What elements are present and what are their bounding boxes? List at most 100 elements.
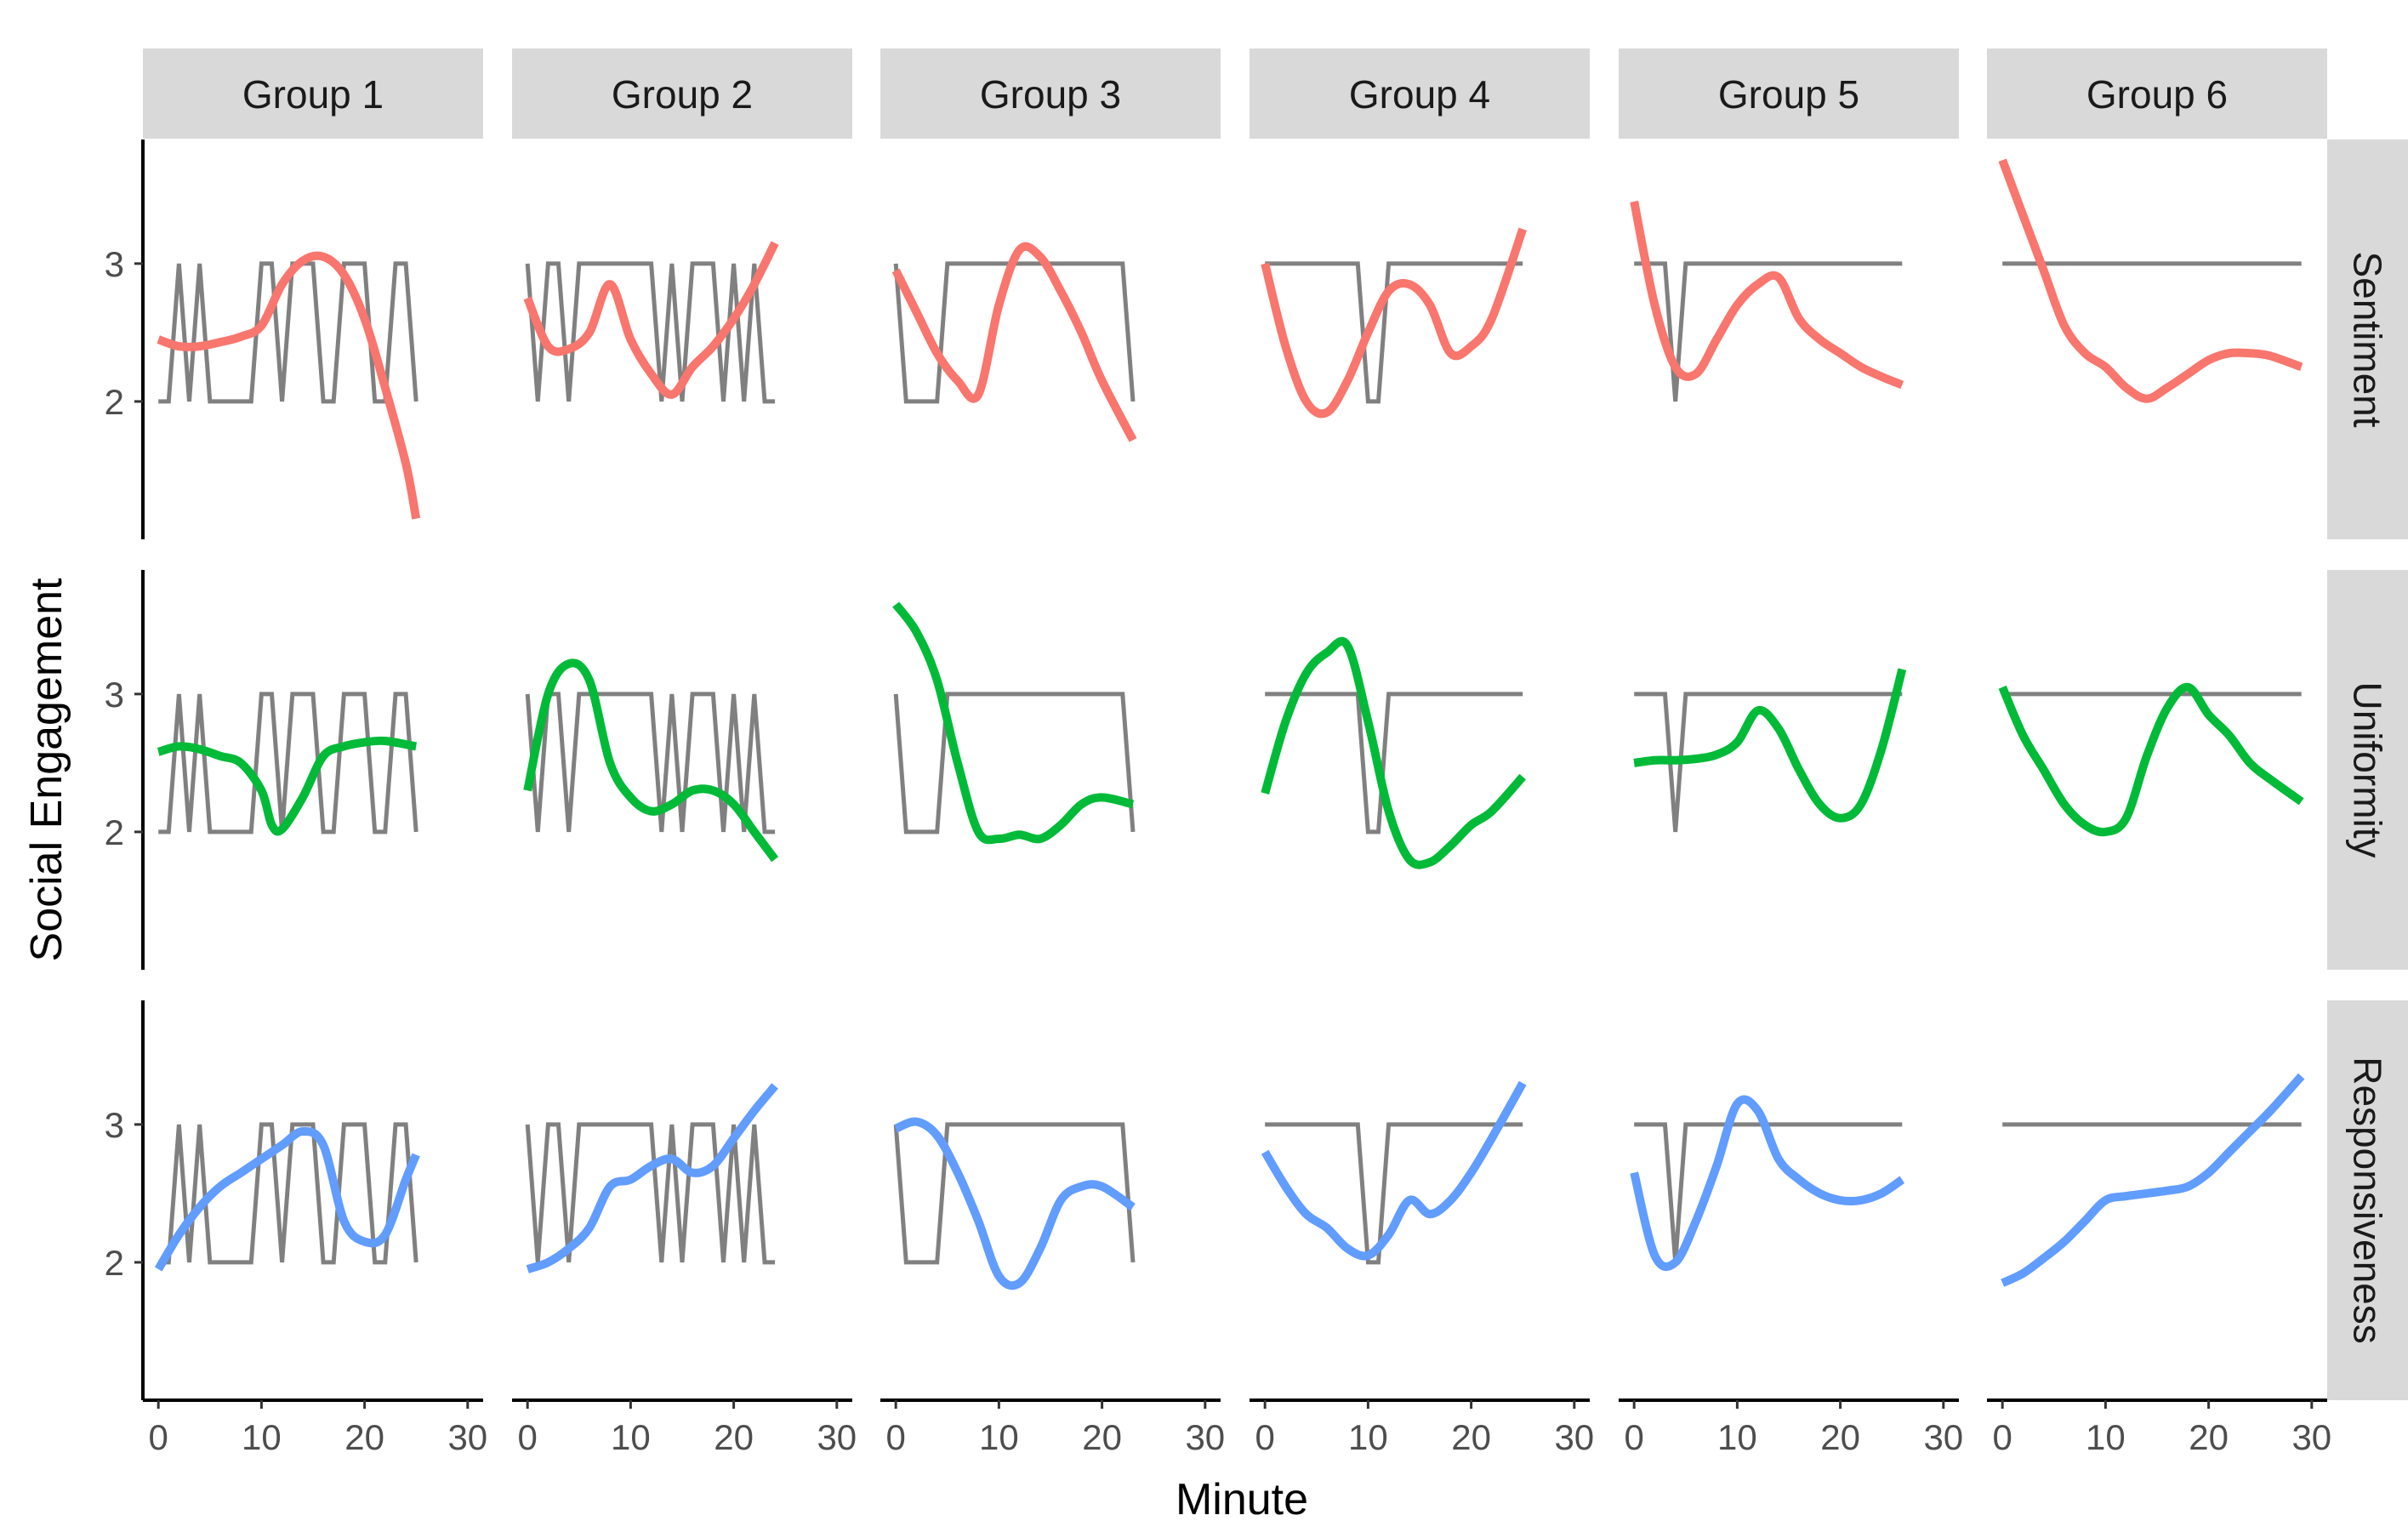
smooth-series-line	[154, 1126, 420, 1272]
x-tick-label: 10	[242, 1417, 282, 1457]
row-strip-label: Sentiment	[2346, 251, 2390, 427]
smooth-series-line	[1998, 158, 2303, 403]
x-tick-label: 30	[447, 1417, 487, 1457]
column-strip	[880, 48, 1221, 139]
column-strip-label: Group 2	[612, 72, 753, 117]
column-strip	[143, 48, 483, 139]
row-strip-label: Responsiveness	[2346, 1057, 2390, 1344]
panel	[1998, 158, 2303, 403]
smooth-series-line	[1261, 227, 1527, 419]
column-strip-label: Group 3	[980, 72, 1121, 117]
x-tick-label: 20	[714, 1417, 754, 1457]
y-axes: 2 3 2 3 2 3	[105, 140, 145, 1400]
smooth-series-line	[523, 658, 779, 863]
x-tick-label: 20	[344, 1417, 384, 1457]
raw-series-line	[893, 261, 1136, 404]
x-tick-label: 0	[149, 1417, 168, 1457]
smooth-series-line	[526, 1083, 778, 1273]
x-tick-label: 20	[1451, 1417, 1491, 1457]
x-tick-label: 30	[2291, 1417, 2331, 1457]
smooth-series-line	[157, 251, 421, 520]
panel	[1633, 668, 1907, 833]
x-axes: 0 10 20 30 0 10 20 30 0 10 20 30 0 10 20 30 0 10 20 30 0 10 20…	[143, 1399, 2331, 1457]
panel	[157, 692, 418, 836]
y-tick-label: 3	[105, 675, 124, 715]
panel	[1998, 682, 2304, 837]
raw-series-line	[525, 1122, 776, 1265]
smooth-series-line	[1261, 636, 1526, 869]
smooth-series-line	[2001, 1073, 2305, 1287]
x-tick-label: 20	[1820, 1417, 1860, 1457]
smooth-series-line	[523, 241, 779, 399]
x-tick-label: 10	[2086, 1417, 2126, 1457]
smooth-series-line	[1261, 1080, 1527, 1261]
y-tick-label: 3	[105, 1105, 124, 1145]
column-strip-label: Group 1	[242, 72, 384, 117]
x-tick-label: 20	[2189, 1417, 2229, 1457]
x-tick-label: 30	[817, 1417, 857, 1457]
panel	[893, 1117, 1136, 1290]
y-tick-label: 3	[105, 244, 124, 284]
panel	[154, 1122, 420, 1272]
smooth-series-line	[894, 1117, 1136, 1290]
panel	[157, 251, 421, 520]
panels	[154, 158, 2305, 1290]
column-strip	[1987, 48, 2327, 139]
x-tick-label: 30	[1185, 1417, 1225, 1457]
raw-series-line	[893, 1122, 1136, 1265]
panel	[891, 242, 1137, 442]
raw-series-line	[893, 692, 1136, 835]
x-tick-label: 10	[979, 1417, 1019, 1457]
x-tick-label: 10	[1348, 1417, 1388, 1457]
column-strip	[1250, 48, 1590, 139]
raw-series-line	[525, 692, 776, 835]
x-tick-label: 0	[1625, 1417, 1644, 1457]
panel	[1630, 1095, 1905, 1271]
raw-series-line	[525, 261, 776, 404]
x-tick-label: 30	[1554, 1417, 1594, 1457]
row-strip	[2327, 140, 2408, 539]
panel	[1630, 200, 1904, 402]
x-tick-label: 30	[1923, 1417, 1963, 1457]
smooth-series-line	[1630, 200, 1904, 390]
row-strip	[2327, 1000, 2408, 1400]
column-strip	[512, 48, 852, 139]
panel	[1261, 227, 1527, 419]
panel	[523, 241, 779, 404]
panel	[892, 601, 1136, 845]
column-strip-label: Group 4	[1349, 72, 1490, 117]
raw-series-line	[1634, 261, 1903, 402]
raw-series-line	[1634, 692, 1903, 833]
row-strip-label: Uniformity	[2346, 681, 2390, 857]
raw-series-line	[1265, 692, 1523, 835]
column-strip	[1619, 48, 1959, 139]
smooth-series-line	[891, 242, 1137, 442]
x-tick-label: 20	[1082, 1417, 1122, 1457]
panel	[523, 658, 779, 863]
x-tick-label: 0	[1255, 1417, 1275, 1457]
column-strip-label: Group 6	[2086, 72, 2228, 117]
smooth-series-line	[1630, 1095, 1905, 1271]
y-axis-title: Social Engagement	[22, 578, 71, 962]
smooth-series-line	[157, 736, 418, 836]
y-tick-label: 2	[105, 812, 124, 852]
row-strip	[2327, 570, 2408, 970]
raw-series-line	[158, 1122, 418, 1265]
x-tick-label: 0	[518, 1417, 538, 1457]
row-strips: Sentiment Uniformity Responsiveness	[2327, 140, 2408, 1400]
smooth-series-line	[1998, 682, 2304, 837]
column-strip-label: Group 5	[1718, 72, 1859, 117]
panel	[1261, 1080, 1527, 1265]
x-tick-label: 0	[1993, 1417, 2012, 1457]
x-axis-title: Minute	[1176, 1475, 1308, 1521]
smooth-series-line	[1633, 668, 1907, 823]
x-tick-label: 10	[611, 1417, 651, 1457]
smooth-series-line	[892, 601, 1135, 845]
raw-series-line	[158, 261, 418, 404]
panel	[2001, 1073, 2305, 1287]
raw-series-line	[158, 692, 418, 835]
y-tick-label: 2	[105, 1243, 124, 1283]
column-strips: Group 1 Group 2 Group 3 Group 4 Group 5 Group…	[143, 48, 2327, 139]
y-tick-label: 2	[105, 382, 124, 422]
